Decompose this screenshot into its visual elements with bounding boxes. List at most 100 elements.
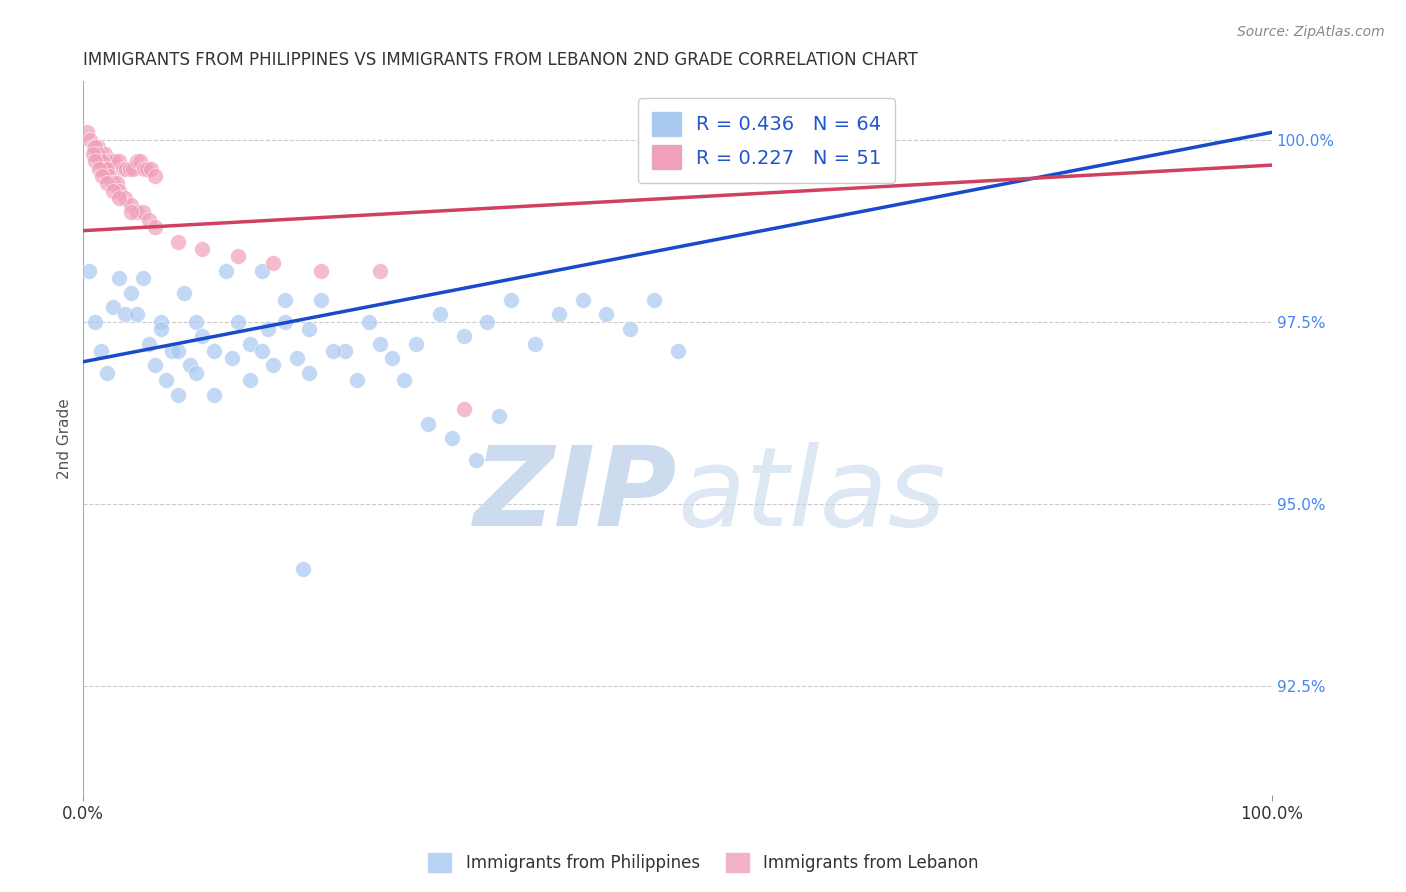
Point	[416, 417, 439, 431]
Point	[132, 205, 155, 219]
Point	[405, 336, 427, 351]
Point	[125, 307, 148, 321]
Point	[93, 147, 115, 161]
Point	[309, 263, 332, 277]
Point	[167, 343, 190, 358]
Point	[202, 343, 225, 358]
Text: IMMIGRANTS FROM PHILIPPINES VS IMMIGRANTS FROM LEBANON 2ND GRADE CORRELATION CHA: IMMIGRANTS FROM PHILIPPINES VS IMMIGRANT…	[83, 51, 918, 69]
Point	[619, 322, 641, 336]
Point	[263, 359, 285, 373]
Point	[370, 263, 392, 277]
Point	[84, 140, 107, 154]
Point	[186, 366, 208, 380]
Point	[263, 256, 285, 270]
Point	[96, 366, 118, 380]
Point	[98, 169, 121, 183]
Point	[84, 154, 107, 169]
Point	[129, 154, 152, 169]
Point	[138, 212, 160, 227]
Point	[292, 562, 315, 576]
Point	[120, 205, 142, 219]
Point	[191, 329, 214, 343]
Point	[501, 293, 523, 307]
Point	[191, 242, 214, 256]
Point	[226, 315, 249, 329]
Point	[115, 161, 138, 176]
Point	[82, 147, 104, 161]
Point	[86, 140, 108, 154]
Point	[77, 263, 100, 277]
Point	[132, 271, 155, 285]
Point	[370, 336, 392, 351]
Point	[108, 154, 131, 169]
Point	[76, 125, 98, 139]
Point	[91, 154, 114, 169]
Point	[87, 161, 110, 176]
Point	[108, 184, 131, 198]
Point	[162, 343, 184, 358]
Point	[250, 343, 273, 358]
Point	[298, 366, 321, 380]
Point	[97, 154, 120, 169]
Point	[221, 351, 243, 365]
Point	[105, 177, 128, 191]
Point	[84, 315, 107, 329]
Point	[149, 315, 172, 329]
Point	[101, 300, 124, 314]
Point	[256, 322, 278, 336]
Point	[186, 315, 208, 329]
Point	[143, 169, 166, 183]
Point	[118, 161, 141, 176]
Point	[309, 293, 332, 307]
Point	[167, 235, 190, 249]
Point	[125, 154, 148, 169]
Point	[595, 307, 617, 321]
Point	[571, 293, 593, 307]
Point	[239, 373, 262, 387]
Text: ZIP: ZIP	[474, 442, 678, 549]
Point	[143, 359, 166, 373]
Point	[93, 161, 115, 176]
Point	[346, 373, 368, 387]
Point	[114, 307, 136, 321]
Point	[477, 315, 499, 329]
Point	[298, 322, 321, 336]
Point	[453, 329, 475, 343]
Point	[90, 343, 112, 358]
Point	[96, 177, 118, 191]
Point	[643, 293, 665, 307]
Point	[108, 191, 131, 205]
Point	[179, 359, 201, 373]
Point	[108, 271, 131, 285]
Point	[120, 198, 142, 212]
Point	[392, 373, 415, 387]
Point	[202, 387, 225, 401]
Point	[143, 219, 166, 234]
Point	[79, 133, 101, 147]
Point	[226, 249, 249, 263]
Text: Source: ZipAtlas.com: Source: ZipAtlas.com	[1237, 25, 1385, 39]
Point	[149, 322, 172, 336]
Point	[215, 263, 238, 277]
Point	[523, 336, 546, 351]
Point	[274, 315, 297, 329]
Point	[155, 373, 177, 387]
Y-axis label: 2nd Grade: 2nd Grade	[58, 398, 72, 479]
Point	[101, 177, 124, 191]
Point	[429, 307, 451, 321]
Point	[120, 285, 142, 300]
Point	[381, 351, 404, 365]
Point	[453, 402, 475, 417]
Legend: Immigrants from Philippines, Immigrants from Lebanon: Immigrants from Philippines, Immigrants …	[420, 846, 986, 880]
Legend: R = 0.436   N = 64, R = 0.227   N = 51: R = 0.436 N = 64, R = 0.227 N = 51	[638, 98, 896, 183]
Point	[139, 161, 162, 176]
Point	[125, 205, 148, 219]
Point	[138, 336, 160, 351]
Point	[488, 409, 510, 424]
Point	[132, 161, 155, 176]
Point	[96, 161, 118, 176]
Point	[239, 336, 262, 351]
Point	[322, 343, 344, 358]
Point	[666, 343, 689, 358]
Point	[357, 315, 380, 329]
